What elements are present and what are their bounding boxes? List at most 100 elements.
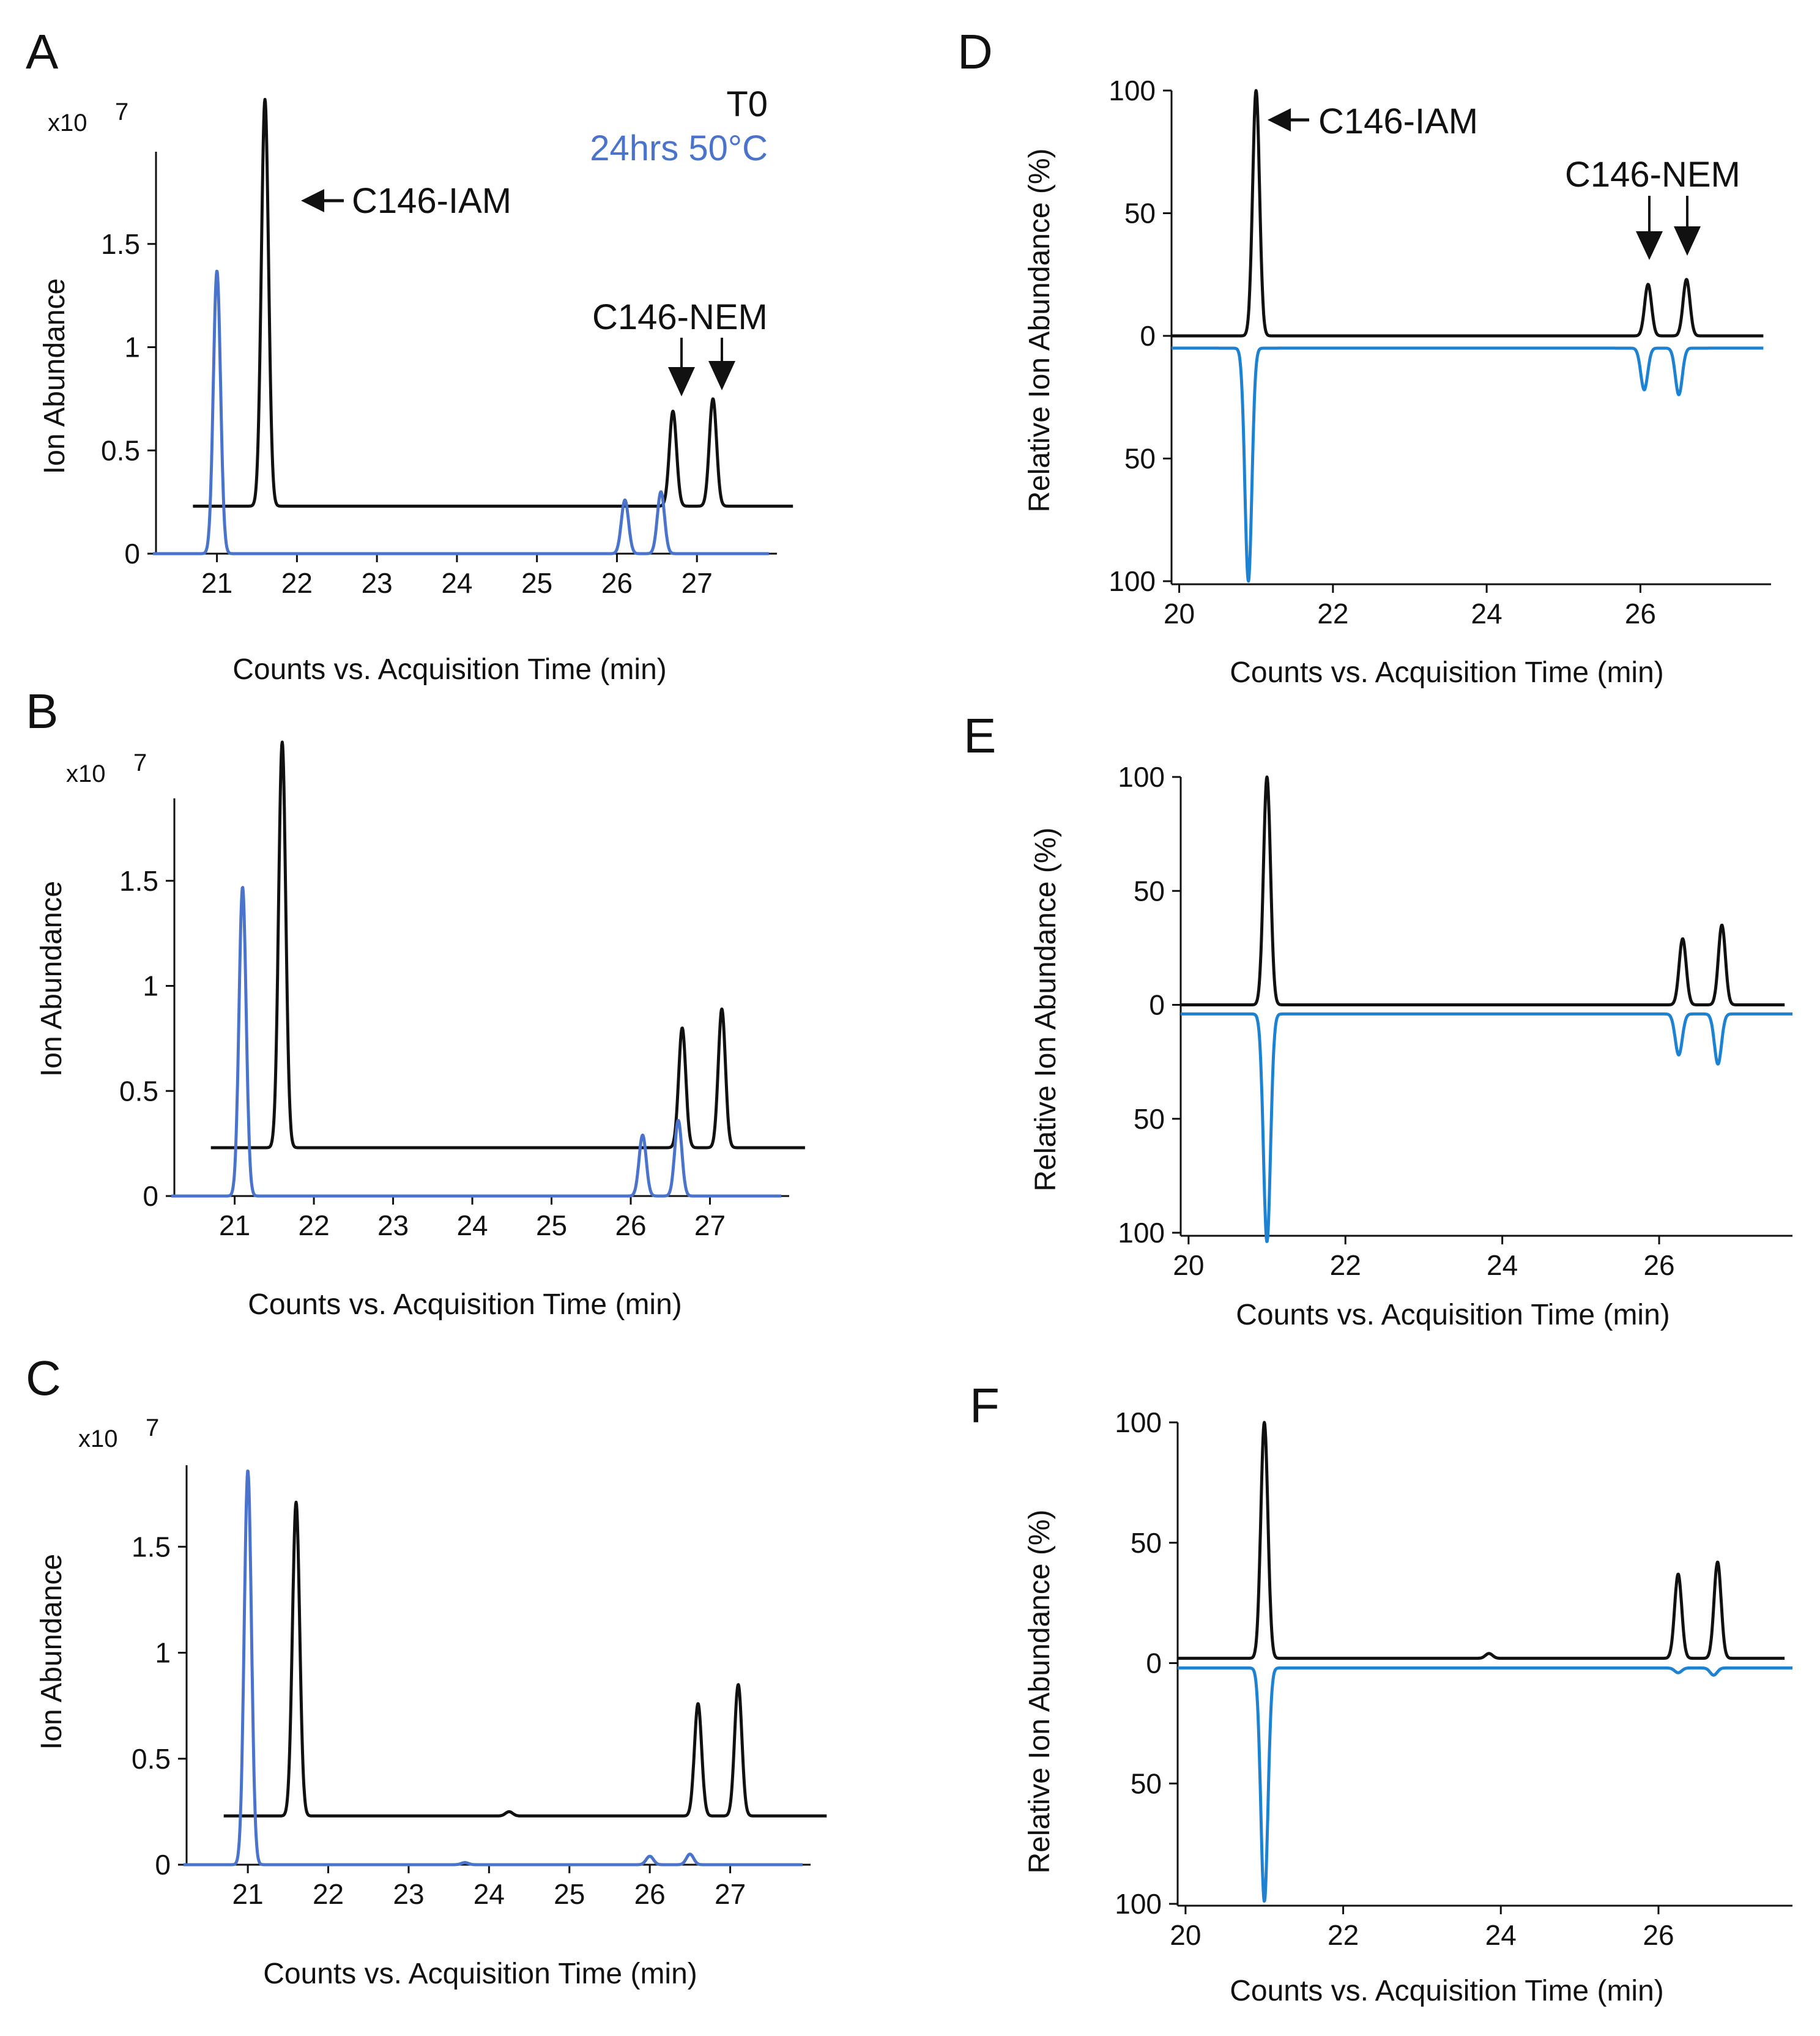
y-axis-title-f: Relative Ion Abundance (%): [1023, 1509, 1056, 1873]
x-tick-label: 26: [615, 1209, 646, 1241]
y-tick-label: 0: [1149, 989, 1165, 1021]
x-tick-label: 20: [1164, 598, 1195, 630]
arrow-iam-head-d: [1268, 108, 1291, 132]
y-tick-label: 50: [1124, 443, 1156, 475]
series-line-t0: [1170, 89, 1765, 338]
series-line-t0: [209, 740, 806, 1150]
multiplier-label-a: x10: [48, 110, 87, 136]
y-tick-label: 0: [1140, 320, 1156, 352]
y-tick-label: 100: [1115, 1406, 1162, 1438]
plot-area-f: 20 22 24 26 100 50 0 50 100: [1115, 1406, 1794, 1951]
y-tick-label: 100: [1109, 565, 1156, 597]
x-tick-label: 24: [441, 567, 472, 599]
x-tick-label: 26: [634, 1878, 666, 1910]
multiplier-exponent-a: 7: [115, 98, 128, 125]
y-tick-label: 1: [155, 1637, 171, 1669]
y-tick-label: 1.5: [101, 228, 140, 260]
panel-letter-e: E: [964, 708, 996, 763]
y-tick-label: 0: [124, 538, 140, 570]
y-tick-label: 0: [143, 1180, 158, 1212]
y-axis-title-a: Ion Abundance: [39, 278, 71, 474]
series-line-t0: [191, 98, 794, 508]
panel-letter-d: D: [957, 24, 993, 79]
y-tick-label: 1.5: [119, 865, 158, 897]
y-tick-label: 1.5: [132, 1531, 171, 1562]
y-tick-label: 1: [124, 332, 140, 363]
panel-f: F Relative Ion Abundance (%) Counts vs. …: [970, 1378, 1794, 2007]
y-tick-label: 100: [1115, 1888, 1162, 1920]
arrow-nem-head-2-a: [708, 361, 735, 390]
x-tick-label: 22: [1330, 1249, 1361, 1281]
multiplier-label-c: x10: [78, 1425, 118, 1452]
annotation-c146-iam-a: C146-IAM: [352, 181, 511, 221]
series-line-24hrs-50c: [170, 886, 782, 1198]
series-line-24hrs-50c: [1170, 346, 1765, 583]
legend-24hrs-50c: 24hrs 50°C: [590, 128, 768, 168]
x-tick-label: 21: [201, 567, 232, 599]
series-line-t0: [1179, 775, 1786, 1006]
arrow-nem-head-2-d: [1674, 226, 1701, 256]
series-line-24hrs-50c: [182, 1469, 804, 1867]
arrow-iam-head-a: [301, 189, 324, 212]
y-tick-label: 50: [1131, 1527, 1162, 1559]
y-tick-label: 50: [1131, 1767, 1162, 1799]
panel-a: A x10 7 Ion Abundance Counts vs. Acquisi…: [26, 24, 794, 686]
multiplier-exponent-c: 7: [146, 1414, 159, 1441]
y-tick-label: 100: [1118, 761, 1165, 793]
x-axis-title-e: Counts vs. Acquisition Time (min): [1236, 1299, 1670, 1331]
x-tick-label: 23: [377, 1209, 409, 1241]
x-axis-title-c: Counts vs. Acquisition Time (min): [263, 1958, 697, 1990]
x-tick-label: 25: [554, 1878, 585, 1910]
series-line-24hrs-50c: [152, 269, 770, 555]
x-axis-title-f: Counts vs. Acquisition Time (min): [1230, 1975, 1664, 2007]
y-tick-label: 100: [1118, 1217, 1165, 1249]
x-tick-label: 22: [281, 567, 313, 599]
x-tick-label: 22: [1328, 1919, 1359, 1951]
y-tick-label: 1: [143, 970, 158, 1002]
x-tick-label: 20: [1170, 1919, 1201, 1951]
y-tick-label: 0.5: [101, 434, 140, 466]
x-tick-label: 26: [601, 567, 633, 599]
y-tick-label: 0.5: [119, 1075, 158, 1107]
x-tick-label: 26: [1643, 1919, 1674, 1951]
x-tick-label: 23: [393, 1878, 424, 1910]
plot-area-a: 21 22 23 24 25 26 27 0 0.5 1 1.5: [101, 98, 794, 599]
series-line-t0: [222, 1501, 828, 1818]
multiplier-exponent-b: 7: [133, 749, 147, 776]
plot-area-b: 21 22 23 24 25 26 27 0 0.5 1 1.5: [119, 740, 806, 1241]
x-tick-label: 24: [1485, 1919, 1517, 1951]
panel-letter-b: B: [26, 684, 58, 738]
legend-t0: T0: [726, 84, 768, 124]
panel-e: E Relative Ion Abundance (%) Counts vs. …: [964, 708, 1794, 1331]
panel-letter-f: F: [970, 1378, 1000, 1433]
y-axis-title-d: Relative Ion Abundance (%): [1023, 148, 1056, 512]
x-tick-label: 27: [682, 567, 713, 599]
y-tick-label: 50: [1134, 875, 1165, 907]
x-tick-label: 24: [474, 1878, 505, 1910]
x-tick-label: 22: [1317, 598, 1348, 630]
annotation-c146-nem-a: C146-NEM: [592, 297, 768, 337]
y-tick-label: 0: [155, 1849, 171, 1881]
x-tick-label: 22: [298, 1209, 329, 1241]
y-axis-title-e: Relative Ion Abundance (%): [1030, 827, 1062, 1191]
arrow-nem-head-1-d: [1636, 231, 1663, 260]
x-axis-title-b: Counts vs. Acquisition Time (min): [248, 1288, 682, 1321]
panel-d: D Relative Ion Abundance (%) Counts vs. …: [957, 24, 1771, 689]
x-tick-label: 22: [313, 1878, 344, 1910]
x-axis-title-a: Counts vs. Acquisition Time (min): [232, 653, 667, 686]
x-tick-label: 24: [1471, 598, 1502, 630]
x-tick-label: 21: [219, 1209, 250, 1241]
x-tick-label: 20: [1173, 1249, 1204, 1281]
x-tick-label: 27: [694, 1209, 726, 1241]
x-tick-label: 27: [715, 1878, 746, 1910]
x-tick-label: 23: [362, 567, 393, 599]
plot-area-c: 21 22 23 24 25 26 27 0 0.5 1 1.5: [132, 1465, 828, 1910]
y-axis-title-c: Ion Abundance: [35, 1554, 68, 1750]
y-axis-title-b: Ion Abundance: [35, 881, 68, 1077]
x-tick-label: 26: [1643, 1249, 1674, 1281]
annotation-c146-nem-d: C146-NEM: [1565, 155, 1740, 195]
plot-area-d: 20 22 24 26 100 50 0 50 100: [1109, 75, 1771, 630]
x-tick-label: 24: [1487, 1249, 1518, 1281]
y-tick-label: 0: [1146, 1648, 1162, 1679]
arrow-nem-head-1-a: [668, 367, 695, 396]
